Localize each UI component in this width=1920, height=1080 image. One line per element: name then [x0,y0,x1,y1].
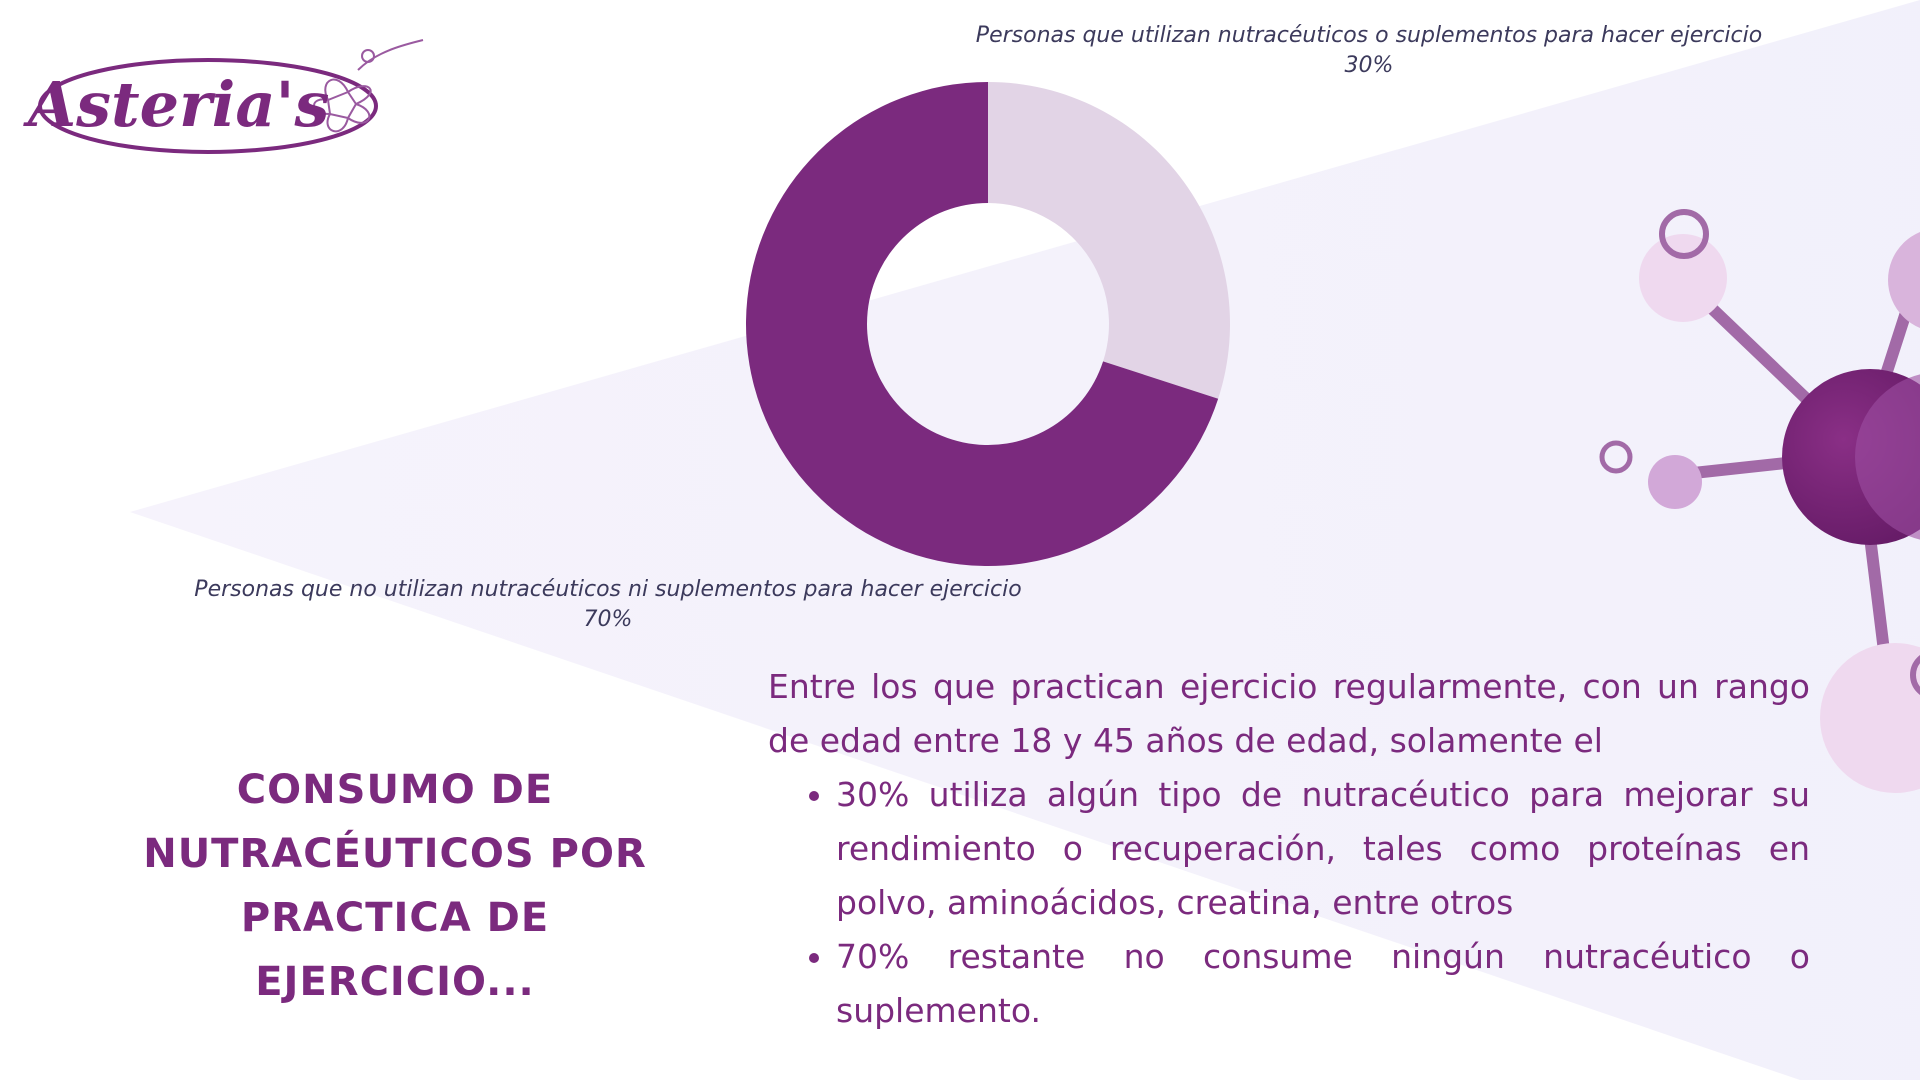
logo-text: Asteria's [23,68,329,141]
slice-label-1: Personas que utilizan nutracéuticos o su… [976,23,1762,48]
summary-bullets: 30% utiliza algún tipo de nutracéutico p… [768,768,1810,1038]
donut-slice-1 [988,82,1230,399]
section-title: Consumo de nutracéuticos por practica de… [143,767,647,1005]
summary-intro: Entre los que practican ejercicio regula… [768,667,1810,760]
bullet-item: 70% restante no consume ningún nutracéut… [836,930,1810,1038]
slice-label-2: Personas que no utilizan nutracéuticos n… [194,577,1021,602]
summary-text: Entre los que practican ejercicio regula… [768,660,1810,1038]
bullet-item: 30% utiliza algún tipo de nutracéutico p… [836,768,1810,930]
slice-value-label-2: 70% [584,607,633,632]
asterias-logo: Asteria's [23,39,424,154]
donut-chart: Personas que utilizan nutracéuticos o su… [194,23,1762,632]
molecule-illustration [1599,209,1920,793]
slice-value-label-1: 30% [1345,53,1394,78]
donut-slice-2 [746,82,1219,566]
